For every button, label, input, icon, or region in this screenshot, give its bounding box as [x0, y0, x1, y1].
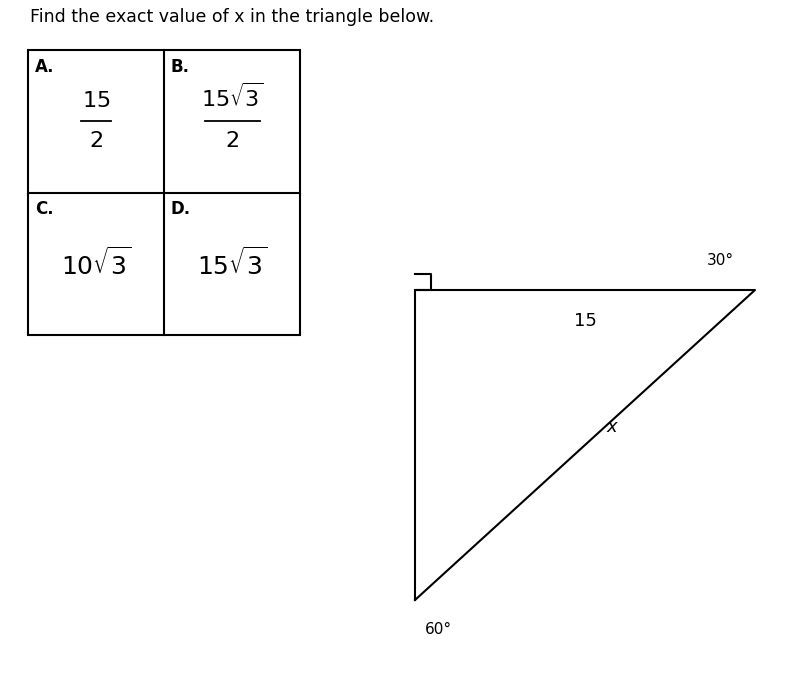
Text: $10\sqrt{3}$: $10\sqrt{3}$ [61, 247, 131, 280]
Text: 15: 15 [574, 312, 597, 330]
Text: Find the exact value of x in the triangle below.: Find the exact value of x in the triangl… [30, 8, 434, 26]
Text: B.: B. [171, 58, 190, 76]
Text: $2$: $2$ [225, 131, 239, 151]
Text: C.: C. [35, 200, 54, 219]
Text: A.: A. [35, 58, 54, 76]
Text: $15\sqrt{3}$: $15\sqrt{3}$ [197, 247, 267, 280]
Bar [28, 50, 300, 335]
Text: 60°: 60° [425, 622, 452, 637]
Text: $x$: $x$ [606, 418, 620, 436]
Text: $2$: $2$ [89, 131, 103, 151]
Text: $15\sqrt{3}$: $15\sqrt{3}$ [201, 83, 263, 111]
Text: 30°: 30° [707, 253, 734, 268]
Text: $15$: $15$ [82, 91, 110, 111]
Text: D.: D. [171, 200, 191, 219]
